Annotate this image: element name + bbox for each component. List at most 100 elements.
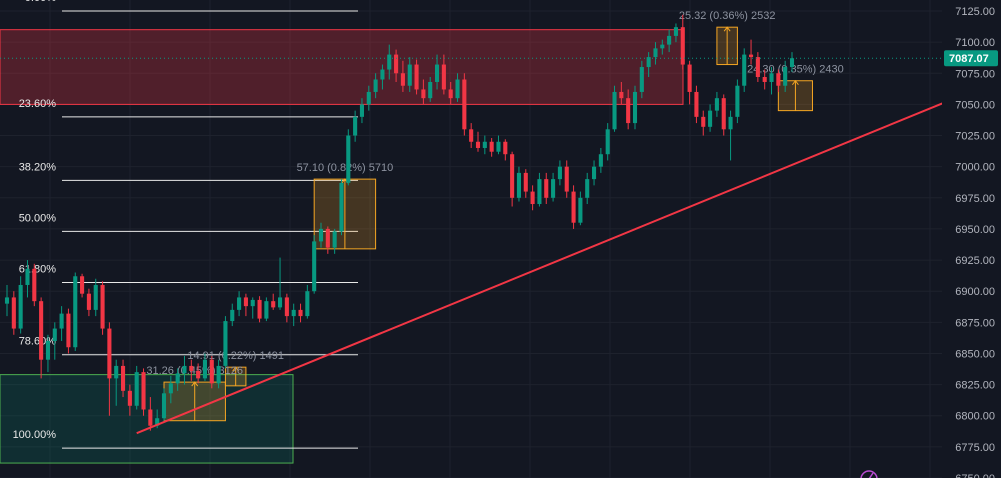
candle-body-76: [523, 172, 528, 192]
candle-body-109: [748, 54, 754, 58]
candle-body-11: [80, 276, 85, 294]
candle-body-95: [653, 48, 658, 58]
candle-body-50: [346, 135, 351, 183]
zones: [0, 29, 684, 464]
measure-label-1: 14.91 (0.22%) 1491: [187, 350, 284, 362]
fib-label-5: 78.60%: [19, 336, 57, 348]
fib-label-4: 61.80%: [19, 263, 57, 275]
fib-label-6: 100.00%: [13, 429, 57, 441]
candle-body-52: [359, 104, 365, 117]
candle-body-8: [59, 313, 64, 329]
candle-body-4: [32, 268, 37, 302]
candle-body-45: [312, 241, 317, 292]
candle-body-88: [605, 129, 610, 155]
price-tick-13: 6800.00: [955, 411, 995, 423]
candle-body-61: [421, 89, 426, 99]
candle-body-107: [735, 85, 740, 117]
fib-label-0: 0.00%: [25, 0, 56, 4]
candle-body-108: [742, 54, 747, 86]
candle-body-14: [100, 284, 105, 329]
candle-body-78: [537, 179, 542, 205]
current-price-label: 7087.07: [949, 53, 989, 65]
candle-body-94: [646, 57, 651, 68]
price-tick-7: 6950.00: [955, 224, 995, 236]
candle-body-56: [387, 54, 392, 70]
candle-body-59: [407, 64, 412, 86]
candle-body-77: [530, 191, 535, 205]
candle-body-101: [694, 91, 699, 117]
fib-label-1: 23.60%: [19, 98, 57, 110]
candle-body-106: [728, 116, 733, 130]
price-tick-11: 6850.00: [955, 348, 995, 360]
candle-body-70: [482, 141, 487, 148]
trendline-group[interactable]: [136, 99, 950, 435]
candle-body-91: [626, 98, 631, 124]
candle-body-3: [25, 268, 30, 285]
candle-body-69: [475, 141, 481, 148]
candle-body-38: [264, 301, 269, 319]
candle-body-53: [366, 91, 371, 105]
candle-body-6: [45, 341, 51, 360]
candle-body-29: [202, 359, 208, 379]
candle-body-42: [291, 309, 296, 317]
watch-icon[interactable]: [860, 470, 878, 478]
candle-body-47: [325, 228, 330, 248]
candles: [4, 14, 795, 431]
candle-body-80: [551, 179, 556, 198]
candle-body-49: [339, 182, 344, 232]
candle-body-12: [86, 293, 91, 310]
candle-body-22: [155, 418, 160, 426]
candle-body-25: [175, 373, 180, 384]
price-axis[interactable]: 7125.00 7100.00 7075.00 7050.00 7025.00 7000.…: [942, 0, 1001, 478]
candle-body-92: [632, 91, 638, 124]
candle-body-67: [462, 79, 467, 130]
candle-body-89: [612, 91, 617, 130]
candle-body-5: [39, 301, 44, 360]
candle-body-28: [196, 370, 201, 379]
candle-body-83: [571, 191, 576, 223]
price-tick-8: 6925.00: [955, 255, 995, 267]
current-price-tag: [944, 50, 998, 67]
candle-body-9: [66, 313, 71, 348]
trendline[interactable]: [136, 99, 950, 435]
candle-body-10: [73, 276, 78, 348]
price-tick-9: 6900.00: [955, 286, 995, 298]
candle-body-74: [510, 154, 515, 198]
candle-body-43: [298, 309, 303, 317]
candle-body-16: [114, 365, 119, 379]
candle-body-84: [578, 197, 583, 223]
candle-body-90: [619, 91, 624, 99]
candle-body-18: [127, 390, 132, 406]
candle-body-110: [755, 57, 760, 78]
candle-body-31: [216, 365, 221, 384]
candle-body-37: [257, 299, 262, 319]
price-tick-1: 7100.00: [955, 37, 995, 49]
candle-body-26: [182, 365, 187, 374]
measure-label-2: 31.26 (0.45%) 3126: [146, 365, 243, 377]
candle-body-30: [209, 359, 214, 384]
candle-body-0: [4, 297, 10, 304]
candle-body-58: [400, 73, 405, 86]
candle-body-35: [243, 297, 248, 307]
fib-label-2: 38.20%: [19, 161, 57, 173]
candle-body-87: [598, 154, 603, 167]
candle-body-73: [503, 141, 508, 155]
candle-body-63: [434, 64, 440, 82]
candle-body-86: [591, 166, 597, 180]
measure-arrowhead-1: [232, 366, 240, 372]
candle-body-98: [673, 27, 679, 36]
candle-body-62: [428, 81, 433, 99]
candle-body-96: [660, 44, 665, 49]
candle-body-33: [230, 309, 235, 322]
candle-body-24: [168, 383, 173, 394]
candle-body-112: [769, 73, 774, 82]
candle-body-54: [373, 79, 378, 92]
candle-body-66: [455, 79, 460, 99]
candle-body-19: [134, 372, 139, 406]
fib-label-3: 50.00%: [19, 212, 57, 224]
candle-body-27: [189, 365, 194, 371]
candle-body-103: [708, 110, 713, 127]
candle-body-100: [687, 64, 692, 92]
